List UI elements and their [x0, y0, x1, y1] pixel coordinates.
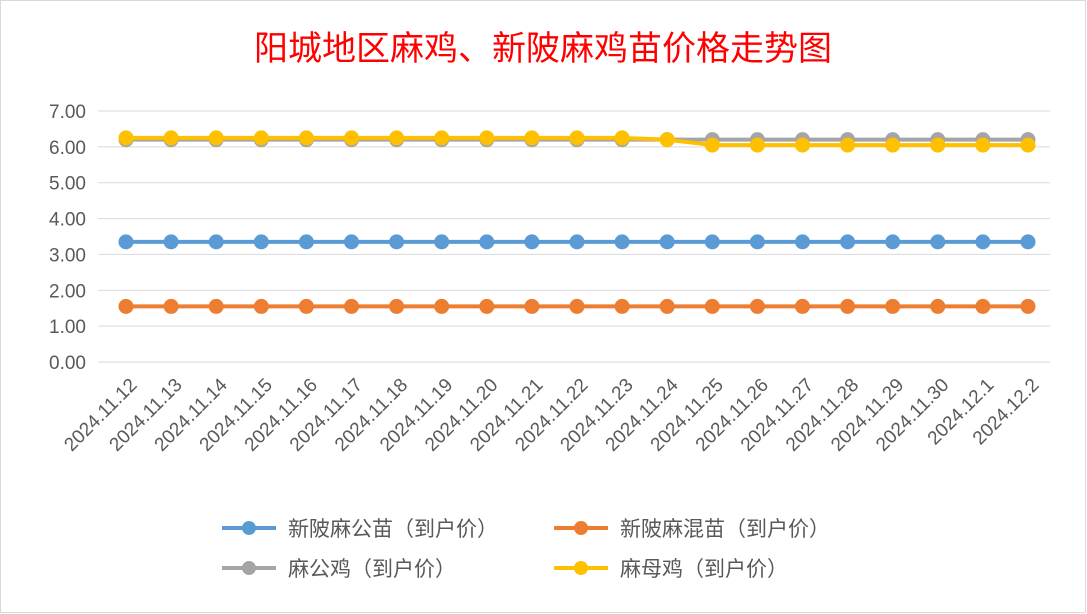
data-point: [749, 137, 765, 153]
data-point: [930, 298, 946, 314]
data-point: [659, 132, 675, 148]
legend: 新陂麻公苗（到户价） 新陂麻混苗（到户价） 麻公鸡（到户价） 麻母鸡（到户价）: [222, 517, 830, 581]
data-point: [614, 130, 630, 146]
data-point: [1020, 234, 1036, 250]
legend-item: 新陂麻混苗（到户价）: [554, 517, 830, 541]
data-point: [614, 298, 630, 314]
data-point: [479, 298, 495, 314]
data-point: [298, 130, 314, 146]
legend-label: 新陂麻混苗（到户价）: [620, 517, 830, 541]
data-point: [840, 298, 856, 314]
data-point: [253, 234, 269, 250]
data-point: [569, 298, 585, 314]
y-tick-label: 5.00: [49, 174, 86, 195]
data-point: [163, 130, 179, 146]
data-point: [434, 298, 450, 314]
data-point: [253, 130, 269, 146]
data-point: [344, 234, 359, 250]
data-point: [298, 298, 314, 314]
y-tick-label: 0.00: [49, 353, 86, 374]
data-point: [118, 234, 134, 250]
data-point: [208, 130, 224, 146]
data-point: [840, 234, 856, 250]
legend-swatch-marker: [574, 521, 588, 535]
data-point: [434, 130, 450, 146]
data-point: [208, 234, 224, 250]
data-point: [840, 137, 856, 153]
data-point: [885, 298, 901, 314]
legend-item: 麻母鸡（到户价）: [554, 557, 788, 581]
legend-item: 麻公鸡（到户价）: [222, 557, 456, 581]
data-point: [253, 298, 269, 314]
data-point: [479, 130, 495, 146]
data-point: [614, 234, 630, 250]
data-point: [434, 234, 450, 250]
data-point: [930, 137, 946, 153]
data-point: [208, 298, 224, 314]
data-point: [975, 234, 991, 250]
data-point: [704, 234, 720, 250]
data-point: [749, 298, 765, 314]
data-point: [479, 234, 495, 250]
legend-swatch-marker: [574, 561, 588, 575]
data-point: [885, 234, 901, 250]
data-point: [704, 298, 720, 314]
data-point: [975, 137, 991, 153]
data-point: [524, 234, 540, 250]
data-point: [704, 137, 720, 153]
y-tick-label: 3.00: [49, 245, 86, 266]
data-point: [930, 234, 946, 250]
series-2: [118, 298, 1036, 314]
data-point: [749, 234, 765, 250]
legend-label: 麻母鸡（到户价）: [620, 557, 788, 581]
chart-title: 阳城地区麻鸡、新陂麻鸡苗价格走势图: [254, 29, 832, 69]
data-point: [975, 298, 991, 314]
series-4: [118, 130, 1036, 153]
data-point: [389, 130, 405, 146]
data-point: [389, 298, 405, 314]
legend-item: 新陂麻公苗（到户价）: [222, 517, 498, 541]
data-point: [344, 130, 359, 146]
y-axis-ticks: 0.00 1.00 2.00 3.00 4.00 5.00 6.00 7.00: [49, 102, 86, 374]
data-point: [389, 234, 405, 250]
data-point: [118, 298, 134, 314]
y-tick-label: 6.00: [49, 138, 86, 159]
data-point: [524, 298, 540, 314]
legend-swatch-marker: [242, 521, 256, 535]
data-point: [524, 130, 540, 146]
data-point: [569, 130, 585, 146]
data-point: [885, 137, 901, 153]
data-point: [163, 298, 179, 314]
series-1: [118, 234, 1036, 250]
data-point: [1020, 137, 1036, 153]
data-point: [118, 130, 134, 146]
legend-swatch-marker: [242, 561, 256, 575]
data-point: [659, 298, 675, 314]
data-point: [659, 234, 675, 250]
data-point: [569, 234, 585, 250]
data-point: [795, 137, 810, 153]
legend-label: 麻公鸡（到户价）: [288, 557, 456, 581]
y-tick-label: 1.00: [49, 317, 86, 338]
legend-label: 新陂麻公苗（到户价）: [288, 517, 498, 541]
data-point: [298, 234, 314, 250]
data-point: [344, 298, 359, 314]
data-point: [795, 234, 810, 250]
y-tick-label: 2.00: [49, 281, 86, 302]
y-tick-label: 4.00: [49, 210, 86, 231]
data-point: [795, 298, 810, 314]
y-tick-label: 7.00: [49, 102, 86, 123]
data-point: [163, 234, 179, 250]
data-point: [1020, 298, 1036, 314]
series-lines: [118, 130, 1036, 314]
